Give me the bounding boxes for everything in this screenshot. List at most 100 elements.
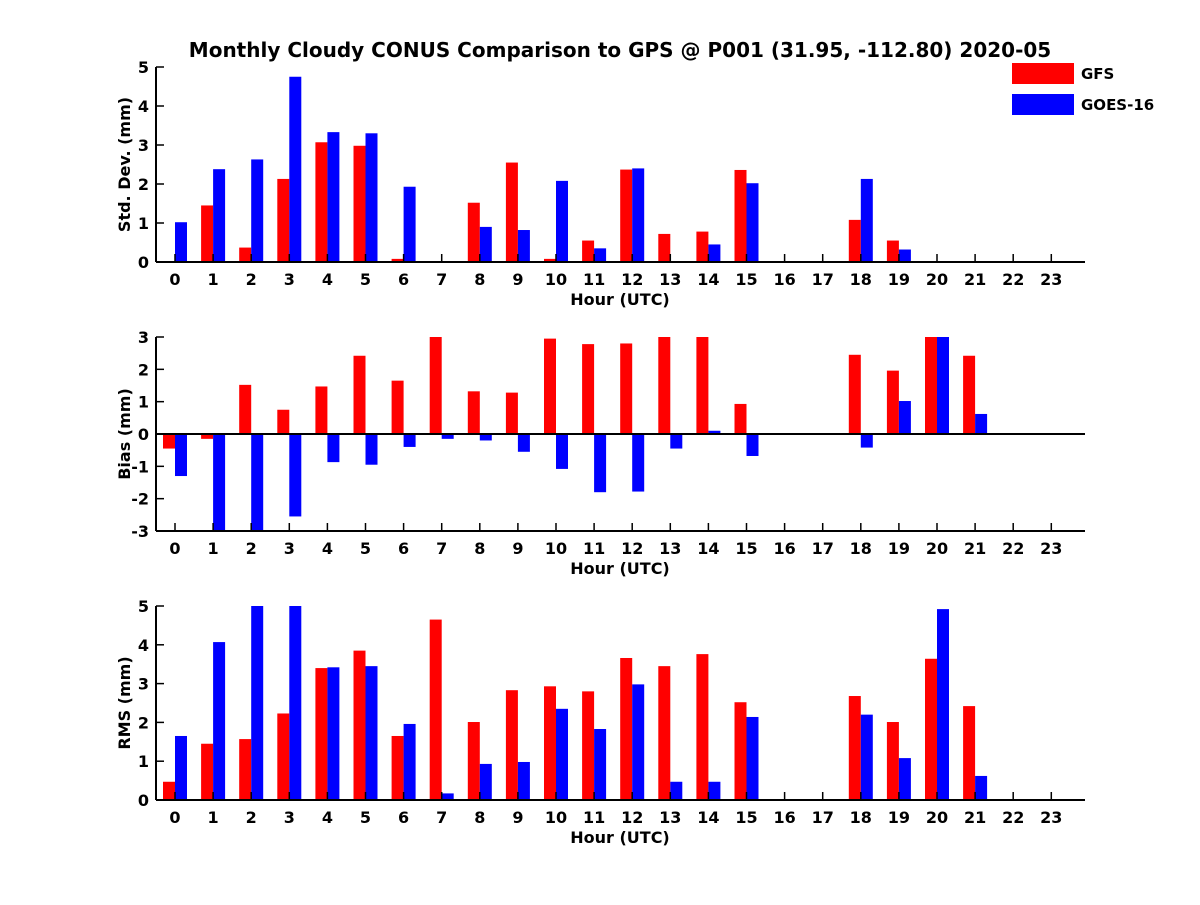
bar-goes-16-hour-19 bbox=[898, 401, 911, 434]
bar-gfs-hour-13 bbox=[658, 233, 671, 262]
bar-goes-16-hour-1 bbox=[213, 642, 226, 800]
legend-swatch bbox=[1012, 94, 1074, 115]
bar-goes-16-hour-5 bbox=[365, 434, 378, 465]
legend-item-gfs: GFS bbox=[1012, 63, 1114, 84]
x-tick-label: 1 bbox=[208, 808, 219, 827]
x-tick-label: 16 bbox=[773, 539, 795, 558]
bar-gfs-hour-5 bbox=[353, 650, 366, 800]
bar-goes-16-hour-7 bbox=[441, 434, 454, 439]
x-tick-label: 0 bbox=[169, 808, 180, 827]
bar-gfs-hour-4 bbox=[315, 668, 328, 800]
x-tick-label: 15 bbox=[735, 808, 757, 827]
bar-gfs-hour-10 bbox=[544, 686, 556, 800]
bar-goes-16-hour-21 bbox=[975, 775, 988, 800]
bar-goes-16-hour-5 bbox=[365, 133, 378, 262]
x-tick-label: 1 bbox=[208, 270, 219, 289]
x-tick-label: 14 bbox=[697, 808, 719, 827]
y-tick-label: 0 bbox=[138, 425, 149, 444]
bar-gfs-hour-9 bbox=[505, 392, 518, 434]
bar-gfs-hour-6 bbox=[391, 258, 404, 262]
x-tick-label: 17 bbox=[812, 808, 834, 827]
x-tick-label: 18 bbox=[850, 270, 872, 289]
bar-gfs-hour-6 bbox=[391, 735, 404, 800]
x-tick-label: 17 bbox=[812, 270, 834, 289]
bar-gfs-hour-7 bbox=[429, 337, 442, 434]
bar-gfs-hour-19 bbox=[886, 370, 899, 434]
y-axis-label: RMS (mm) bbox=[115, 656, 134, 749]
x-axis-label: Hour (UTC) bbox=[570, 290, 670, 309]
bar-gfs-hour-21 bbox=[963, 355, 976, 434]
bar-goes-16-hour-15 bbox=[746, 716, 759, 800]
bar-goes-16-hour-14 bbox=[708, 430, 721, 434]
bar-goes-16-hour-12 bbox=[632, 434, 645, 492]
x-axis-label: Hour (UTC) bbox=[570, 559, 670, 578]
bar-gfs-hour-20 bbox=[925, 658, 937, 800]
x-tick-label: 6 bbox=[398, 539, 409, 558]
bar-goes-16-hour-11 bbox=[594, 248, 607, 262]
bar-gfs-hour-4 bbox=[315, 142, 328, 262]
x-tick-label: 2 bbox=[246, 808, 257, 827]
bar-gfs-hour-13 bbox=[658, 337, 671, 434]
x-tick-label: 15 bbox=[735, 539, 757, 558]
x-tick-label: 20 bbox=[926, 539, 948, 558]
bar-gfs-hour-3 bbox=[277, 409, 290, 434]
y-tick-label: 0 bbox=[138, 791, 149, 810]
x-axis-label: Hour (UTC) bbox=[570, 828, 670, 847]
legend: GFS GOES-16 bbox=[1012, 63, 1154, 115]
x-tick-label: 12 bbox=[621, 270, 643, 289]
x-tick-label: 14 bbox=[697, 539, 719, 558]
legend-label: GOES-16 bbox=[1081, 96, 1154, 114]
bar-goes-16-hour-21 bbox=[975, 413, 988, 434]
bar-gfs-hour-15 bbox=[734, 702, 747, 800]
bar-goes-16-hour-10 bbox=[556, 708, 568, 800]
bar-goes-16-hour-2 bbox=[251, 159, 264, 262]
legend-label: GFS bbox=[1081, 65, 1114, 83]
x-tick-label: 10 bbox=[545, 539, 567, 558]
y-tick-label: 4 bbox=[138, 636, 149, 655]
y-tick-label: 5 bbox=[138, 597, 149, 616]
x-tick-label: 5 bbox=[360, 270, 371, 289]
x-tick-label: 9 bbox=[512, 539, 523, 558]
x-tick-label: 21 bbox=[964, 808, 986, 827]
bar-gfs-hour-15 bbox=[734, 403, 747, 434]
x-tick-label: 8 bbox=[474, 270, 485, 289]
y-tick-label: 2 bbox=[138, 713, 149, 732]
bar-gfs-hour-0 bbox=[163, 434, 175, 449]
x-tick-label: 23 bbox=[1040, 808, 1062, 827]
bar-gfs-hour-4 bbox=[315, 386, 328, 434]
x-tick-label: 2 bbox=[246, 539, 257, 558]
bar-goes-16-hour-13 bbox=[670, 434, 683, 449]
bar-gfs-hour-8 bbox=[467, 391, 480, 434]
x-tick-label: 11 bbox=[583, 539, 605, 558]
bar-gfs-hour-12 bbox=[620, 343, 633, 434]
y-tick-label: 0 bbox=[138, 253, 149, 272]
bar-gfs-hour-18 bbox=[848, 354, 861, 434]
bar-goes-16-hour-19 bbox=[898, 758, 911, 800]
x-tick-label: 3 bbox=[284, 270, 295, 289]
y-tick-label: 1 bbox=[138, 214, 149, 233]
x-tick-label: 16 bbox=[773, 808, 795, 827]
bar-goes-16-hour-0 bbox=[175, 222, 187, 262]
bar-gfs-hour-10 bbox=[544, 258, 556, 262]
bar-gfs-hour-0 bbox=[163, 781, 175, 800]
x-tick-label: 21 bbox=[964, 539, 986, 558]
x-tick-label: 5 bbox=[360, 808, 371, 827]
y-axis-label: Bias (mm) bbox=[115, 388, 134, 480]
bar-goes-16-hour-20 bbox=[937, 609, 949, 800]
x-tick-label: 23 bbox=[1040, 270, 1062, 289]
bar-goes-16-hour-13 bbox=[670, 781, 683, 800]
bar-goes-16-hour-1 bbox=[213, 169, 226, 262]
x-tick-label: 10 bbox=[545, 270, 567, 289]
bar-goes-16-hour-0 bbox=[175, 735, 187, 800]
x-tick-label: 15 bbox=[735, 270, 757, 289]
x-tick-label: 13 bbox=[659, 808, 681, 827]
x-tick-label: 11 bbox=[583, 808, 605, 827]
bar-goes-16-hour-10 bbox=[556, 434, 568, 469]
bar-gfs-hour-2 bbox=[239, 247, 252, 262]
bar-goes-16-hour-11 bbox=[594, 728, 607, 800]
y-tick-label: 2 bbox=[138, 360, 149, 379]
bar-goes-16-hour-10 bbox=[556, 180, 568, 262]
bar-gfs-hour-11 bbox=[582, 344, 595, 434]
